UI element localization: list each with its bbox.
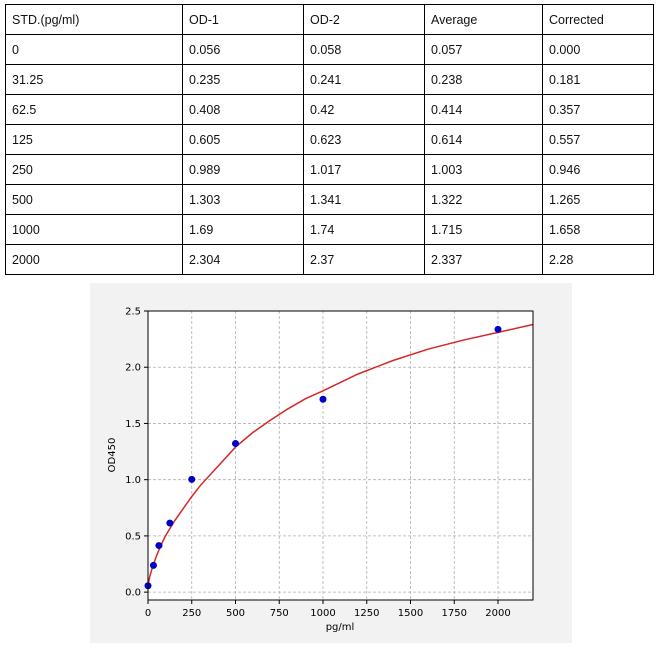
table-cell: 1.017 [303,154,425,185]
data-points-layer [144,325,502,590]
chart-panel: 0 250 500 750 1000 1250 1500 1750 2000 0.0 0.5 1.0 1… [90,283,572,643]
table-cell: 0.408 [182,94,304,125]
x-tick-label: 0 [145,608,151,619]
y-tick-label: 2.5 [125,307,141,318]
x-tick-label: 2000 [485,608,510,619]
standard-curve-chart: 0 250 500 750 1000 1250 1500 1750 2000 0.0 0.5 1.0 1… [107,307,534,633]
plot-area [148,311,533,600]
table-cell: 0.057 [424,34,543,65]
table-cell: 0.557 [542,124,654,155]
x-tick-label: 1500 [398,608,423,619]
table-cell: 0.623 [303,124,425,155]
table-cell: 0.241 [303,64,425,95]
table-cell: 0.414 [424,94,543,125]
y-tick-label: 0.5 [125,531,141,542]
table-cell: 1.74 [303,214,425,245]
x-tick-label: 1000 [310,608,335,619]
y-tick-label: 1.5 [125,419,141,430]
table-cell: 0.605 [182,124,304,155]
header-od2: OD-2 [303,4,425,35]
table-cell: 0.000 [542,34,654,65]
table-cell: 1.322 [424,184,543,215]
axis-ticks: 0 250 500 750 1000 1250 1500 1750 2000 0.0 0.5 1.0 1… [125,307,511,620]
data-point [232,439,239,447]
header-average: Average [424,4,543,35]
table-row: 62.5 0.408 0.42 0.414 0.357 [5,94,654,125]
table-cell: 0.357 [542,94,654,125]
table-row: 250 0.989 1.017 1.003 0.946 [5,154,654,185]
table-cell: 0.614 [424,124,543,155]
y-tick-label: 0.0 [125,588,141,599]
table-cell: 1.003 [424,154,543,185]
data-point [155,542,163,550]
table-cell: 1.303 [182,184,304,215]
table-row: 0 0.056 0.058 0.057 0.000 [5,34,654,65]
table-cell: 250 [5,154,183,185]
table-cell: 0.238 [424,64,543,95]
table-cell: 0.181 [542,64,654,95]
table-header-row: STD.(pg/ml) OD-1 OD-2 Average Corrected [5,4,654,35]
table-cell: 0 [5,34,183,65]
data-point [188,475,196,483]
table-cell: 125 [5,124,183,155]
table-cell: 1.715 [424,214,543,245]
x-tick-label: 250 [182,608,201,619]
table-cell: 0.235 [182,64,304,95]
table-cell: 2.304 [182,244,304,275]
table-row: 125 0.605 0.623 0.614 0.557 [5,124,654,155]
table-cell: 1.658 [542,214,654,245]
table-row: 500 1.303 1.341 1.322 1.265 [5,184,654,215]
data-point [149,561,157,569]
standard-curve-table: STD.(pg/ml) OD-1 OD-2 Average Corrected … [5,4,654,275]
header-std: STD.(pg/ml) [5,4,183,35]
table-cell: 31.25 [5,64,183,95]
table-cell: 0.42 [303,94,425,125]
table-cell: 2.37 [303,244,425,275]
y-axis-label: OD450 [107,438,118,473]
table-cell: 2000 [5,244,183,275]
table-cell: 2.337 [424,244,543,275]
table-cell: 0.058 [303,34,425,65]
table-row: 1000 1.69 1.74 1.715 1.658 [5,214,654,245]
data-point [319,395,327,403]
x-tick-label: 1750 [442,608,467,619]
table-cell: 62.5 [5,94,183,125]
x-tick-label: 500 [226,608,245,619]
table-row: 2000 2.304 2.37 2.337 2.28 [5,244,654,275]
table-cell: 1.265 [542,184,654,215]
table-cell: 2.28 [542,244,654,275]
table-cell: 1.69 [182,214,304,245]
table-cell: 0.989 [182,154,304,185]
data-point [166,519,174,527]
table-cell: 1.341 [303,184,425,215]
table-row: 31.25 0.235 0.241 0.238 0.181 [5,64,654,95]
table-body: STD.(pg/ml) OD-1 OD-2 Average Corrected … [5,4,654,275]
x-axis-label: pg/ml [326,622,355,633]
table-cell: 0.056 [182,34,304,65]
header-od1: OD-1 [182,4,304,35]
table-cell: 1000 [5,214,183,245]
plot-frame [147,310,534,601]
table-cell: 500 [5,184,183,215]
data-point [494,325,502,333]
x-tick-label: 750 [270,608,289,619]
y-tick-label: 1.0 [125,475,141,486]
x-tick-label: 1250 [354,608,379,619]
header-corrected: Corrected [542,4,654,35]
grid-lines [147,310,533,600]
table-cell: 0.946 [542,154,654,185]
y-tick-label: 2.0 [125,363,141,374]
